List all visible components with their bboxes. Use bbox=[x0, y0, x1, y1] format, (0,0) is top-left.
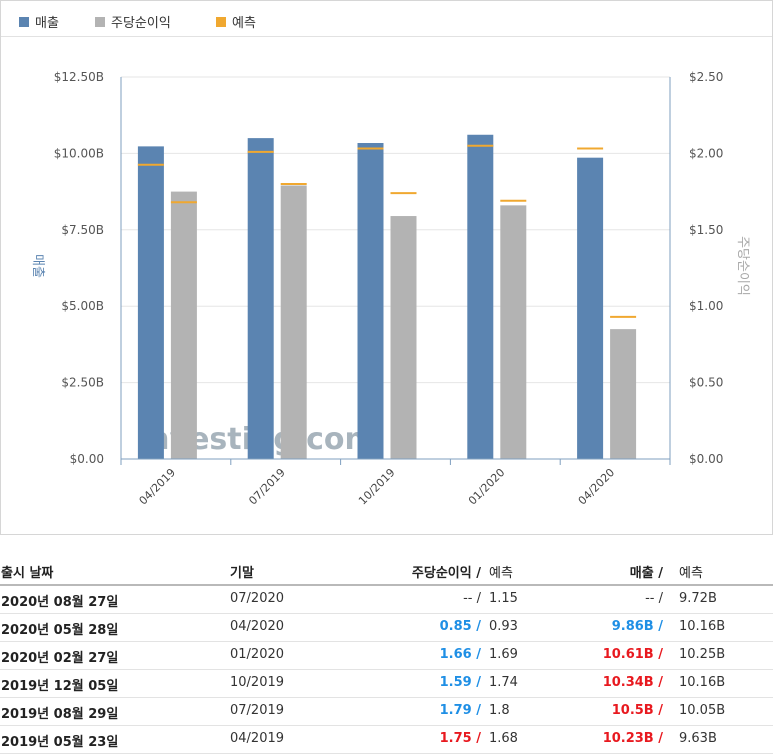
header-period-end[interactable]: 기말 bbox=[230, 566, 254, 581]
revenue-actual-cell: -- / bbox=[645, 591, 663, 606]
release-date-cell: 2020년 02월 27일 bbox=[1, 651, 119, 666]
eps-forecast-cell: 1.68 bbox=[489, 731, 518, 746]
eps-forecast-cell: 1.69 bbox=[489, 647, 518, 662]
legend-item-revenue[interactable]: 매출 bbox=[19, 12, 59, 31]
revenue-forecast-cell: 9.72B bbox=[679, 591, 717, 606]
header-revenue[interactable]: 매출 / bbox=[629, 566, 663, 581]
y-right-axis-title: 주당순이익 bbox=[735, 236, 750, 296]
eps-forecast-cell: 1.8 bbox=[489, 703, 510, 718]
y-left-axis-title: 매출 bbox=[30, 254, 45, 278]
period-end-cell: 04/2019 bbox=[230, 731, 285, 746]
header-revenue-forecast[interactable]: 예측 bbox=[679, 566, 703, 581]
y-left-tick-label: $2.50B bbox=[61, 376, 104, 390]
table-row: 2019년 05월 23일 04/2019 1.75 / 1.68 10.23B / 9.… bbox=[0, 726, 773, 754]
legend-swatch-revenue bbox=[19, 16, 29, 27]
legend-label-eps: 주당순이익 bbox=[111, 16, 171, 31]
eps-bar bbox=[390, 216, 417, 459]
x-tick-label: 04/2020 bbox=[576, 466, 618, 508]
eps-bar bbox=[170, 191, 197, 459]
period-end-cell: 07/2020 bbox=[230, 591, 285, 606]
release-date-cell: 2019년 08월 29일 bbox=[1, 707, 119, 722]
table-row: 2020년 02월 27일 01/2020 1.66 / 1.69 10.61B / 10… bbox=[0, 642, 773, 670]
x-tick-label: 07/2019 bbox=[246, 466, 288, 508]
header-release-date[interactable]: 출시 날짜 bbox=[1, 566, 54, 581]
earnings-chart-panel: 매출 주당순이익 예측 Investing.com $0.00$0.00$2.5… bbox=[0, 0, 773, 535]
revenue-actual-cell: 10.5B / bbox=[611, 703, 663, 718]
bars bbox=[137, 134, 637, 460]
legend-swatch-forecast bbox=[216, 16, 226, 27]
release-date-cell: 2020년 05월 28일 bbox=[1, 623, 119, 638]
eps-actual-cell: -- / bbox=[463, 591, 481, 606]
earnings-bar-chart: Investing.com $0.00$0.00$2.50B$0.50$5.00… bbox=[30, 70, 750, 508]
revenue-actual-cell: 10.34B / bbox=[602, 675, 663, 690]
legend-item-forecast[interactable]: 예측 bbox=[216, 12, 256, 31]
revenue-actual-cell: 9.86B / bbox=[611, 619, 663, 634]
release-date-cell: 2020년 08월 27일 bbox=[1, 595, 119, 610]
revenue-forecast-cell: 10.16B bbox=[679, 675, 726, 690]
header-eps-forecast[interactable]: 예측 bbox=[489, 566, 513, 581]
earnings-table: 출시 날짜 기말 주당순이익 / 예측 매출 / 예측 2020년 08월 27… bbox=[0, 557, 773, 754]
eps-actual-cell: 1.59 / bbox=[439, 675, 481, 690]
revenue-actual-cell: 10.23B / bbox=[602, 731, 663, 746]
x-tick-label: 01/2020 bbox=[466, 466, 508, 508]
y-right-tick-label: $2.50 bbox=[689, 70, 723, 84]
y-right-tick-label: $0.50 bbox=[689, 376, 723, 390]
legend-item-eps[interactable]: 주당순이익 bbox=[95, 12, 171, 31]
y-left-tick-label: $7.50B bbox=[61, 223, 104, 237]
x-tick-label: 10/2019 bbox=[356, 466, 398, 508]
forecast-markers bbox=[137, 144, 637, 318]
table-header-row: 출시 날짜 기말 주당순이익 / 예측 매출 / 예측 bbox=[0, 557, 773, 586]
table-row: 2020년 05월 28일 04/2020 0.85 / 0.93 9.86B / 10.… bbox=[0, 614, 773, 642]
revenue-forecast-cell: 10.16B bbox=[679, 619, 726, 634]
table-body: 2020년 08월 27일 07/2020 -- /1.15 -- /9.72B 202… bbox=[0, 586, 773, 754]
y-right-tick-label: $0.00 bbox=[689, 452, 723, 466]
axes bbox=[120, 77, 671, 465]
revenue-actual-cell: 10.61B / bbox=[602, 647, 663, 662]
y-right-tick-label: $1.00 bbox=[689, 299, 723, 313]
revenue-bar bbox=[137, 146, 164, 459]
eps-forecast-cell: 1.74 bbox=[489, 675, 518, 690]
period-end-cell: 01/2020 bbox=[230, 647, 285, 662]
period-end-cell: 10/2019 bbox=[230, 675, 285, 690]
header-eps[interactable]: 주당순이익 / bbox=[411, 566, 481, 581]
chart-legend: 매출 주당순이익 예측 bbox=[1, 1, 772, 37]
legend-label-revenue: 매출 bbox=[35, 16, 59, 31]
eps-actual-cell: 0.85 / bbox=[439, 619, 481, 634]
table-row: 2019년 08월 29일 07/2019 1.79 / 1.8 10.5B / 10.0… bbox=[0, 698, 773, 726]
period-end-cell: 07/2019 bbox=[230, 703, 285, 718]
legend-swatch-eps bbox=[95, 16, 105, 27]
eps-actual-cell: 1.66 / bbox=[439, 647, 481, 662]
eps-bar bbox=[500, 205, 527, 459]
y-left-tick-label: $0.00 bbox=[70, 452, 104, 466]
revenue-forecast-cell: 10.25B bbox=[679, 647, 726, 662]
revenue-forecast-cell: 9.63B bbox=[679, 731, 717, 746]
revenue-bar bbox=[467, 134, 494, 459]
revenue-bar bbox=[577, 157, 604, 459]
eps-actual-cell: 1.75 / bbox=[439, 731, 481, 746]
table-row: 2019년 12월 05일 10/2019 1.59 / 1.74 10.34B / 10… bbox=[0, 670, 773, 698]
table-row: 2020년 08월 27일 07/2020 -- / 1.15 -- / 9.72B bbox=[0, 586, 773, 614]
revenue-bar bbox=[247, 138, 274, 459]
eps-forecast-cell: 1.15 bbox=[489, 591, 518, 606]
period-end-cell: 04/2020 bbox=[230, 619, 285, 634]
eps-forecast-cell: 0.93 bbox=[489, 619, 518, 634]
y-left-tick-label: $12.50B bbox=[54, 70, 104, 84]
release-date-cell: 2019년 12월 05일 bbox=[1, 679, 119, 694]
eps-bar bbox=[280, 185, 307, 459]
y-right-tick-label: $1.50 bbox=[689, 223, 723, 237]
revenue-forecast-cell: 10.05B bbox=[679, 703, 726, 718]
eps-actual-cell: 1.79 / bbox=[439, 703, 481, 718]
y-left-tick-label: $10.00B bbox=[54, 146, 104, 160]
release-date-cell: 2019년 05월 23일 bbox=[1, 735, 119, 750]
eps-bar bbox=[610, 329, 637, 459]
y-right-tick-label: $2.00 bbox=[689, 146, 723, 160]
y-left-tick-label: $5.00B bbox=[61, 299, 104, 313]
legend-label-forecast: 예측 bbox=[232, 16, 256, 31]
revenue-bar bbox=[357, 143, 384, 460]
x-tick-label: 04/2019 bbox=[137, 466, 179, 508]
